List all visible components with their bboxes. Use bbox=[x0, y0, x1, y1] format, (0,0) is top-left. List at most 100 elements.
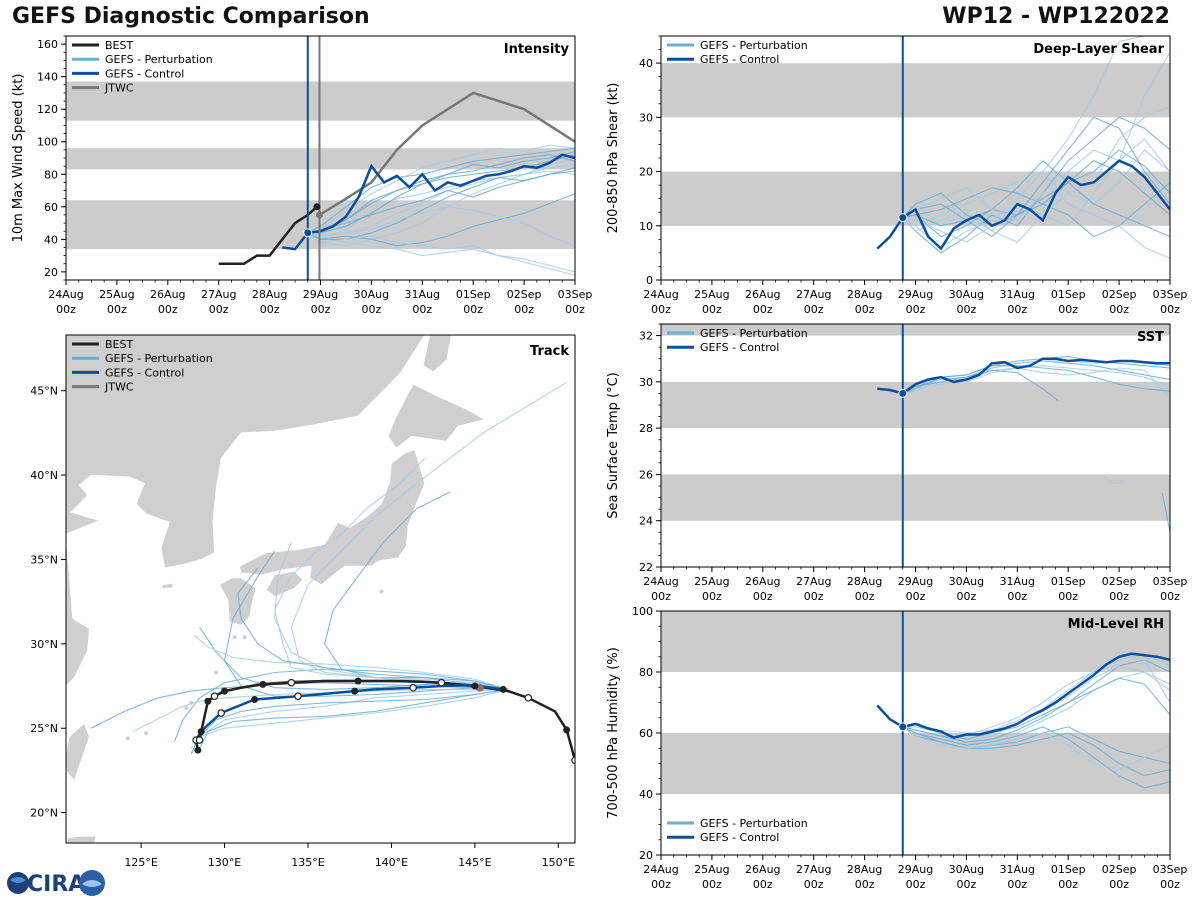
x-tick-label: 31Aug 00z bbox=[1000, 288, 1035, 316]
control-marker-filled bbox=[251, 696, 259, 704]
legend-label: GEFS - Control bbox=[700, 53, 779, 66]
y-tick-label: 24 bbox=[639, 515, 653, 528]
x-tick-label: 31Aug 00z bbox=[1000, 863, 1035, 891]
x-tick-label: 24Aug 00z bbox=[48, 288, 83, 316]
x-tick-label: 27Aug 00z bbox=[796, 863, 831, 891]
x-tick-date: 28Aug bbox=[847, 863, 882, 876]
y-tick-label: 40 bbox=[639, 57, 653, 70]
perturbation-line bbox=[307, 154, 575, 234]
x-tick-date: 26Aug bbox=[745, 863, 780, 876]
control-line bbox=[876, 159, 1170, 251]
x-tick-label: 25Aug 00z bbox=[99, 288, 134, 316]
x-tick-date: 02Sep bbox=[1102, 288, 1137, 301]
x-tick-hour: 00z bbox=[1160, 878, 1180, 891]
chart-shear: 0 10 20 30 40 24Aug 00z 25Aug 00z 26Aug 00z 27Aug 00… bbox=[606, 35, 1187, 316]
legend-label: BEST bbox=[105, 39, 133, 52]
legend-label: GEFS - Perturbation bbox=[105, 352, 213, 365]
x-tick-hour: 00z bbox=[906, 590, 926, 603]
plot-area bbox=[876, 36, 1170, 259]
x-tick-label: 29Aug 00z bbox=[898, 288, 933, 316]
y-tick-label: 80 bbox=[44, 168, 58, 181]
island-shape bbox=[125, 736, 130, 741]
y-tick-label: 20 bbox=[639, 849, 653, 862]
perturbation-track bbox=[223, 550, 509, 697]
x-tick-date: 02Sep bbox=[507, 288, 542, 301]
island-shape bbox=[379, 589, 384, 594]
x-tick-hour: 00z bbox=[702, 878, 722, 891]
perturbation-line bbox=[902, 367, 1170, 399]
x-tick-date: 29Aug bbox=[303, 288, 338, 301]
perturbation-line bbox=[307, 206, 575, 247]
x-tick-date: 28Aug bbox=[847, 288, 882, 301]
x-tick-date: 29Aug bbox=[898, 575, 933, 588]
lon-tick-label: 125°E bbox=[124, 856, 157, 869]
x-tick-label: 28Aug 00z bbox=[847, 288, 882, 316]
perturbation-line bbox=[902, 726, 1170, 771]
x-tick-hour: 00z bbox=[855, 590, 875, 603]
y-axis-label: 200-850 hPa Shear (kt) bbox=[606, 83, 621, 234]
x-tick-label: 27Aug 00z bbox=[201, 288, 236, 316]
perturbation-line bbox=[902, 181, 1170, 238]
x-tick-label: 25Aug 00z bbox=[694, 863, 729, 891]
perturbation-track bbox=[173, 668, 509, 742]
x-tick-hour: 00z bbox=[702, 303, 722, 316]
y-axis-label: 700-500 hPa Humidity (%) bbox=[606, 647, 621, 819]
x-tick-date: 29Aug bbox=[898, 288, 933, 301]
y-tick-label: 22 bbox=[639, 561, 653, 574]
land-shape bbox=[239, 449, 426, 586]
map-area bbox=[66, 335, 575, 843]
perturbation-line bbox=[307, 232, 575, 276]
best-marker-filled bbox=[471, 682, 479, 690]
perturbation-line bbox=[902, 105, 1170, 243]
perturbation-track bbox=[132, 688, 509, 733]
x-tick-label: 02Sep 00z bbox=[1102, 863, 1137, 891]
perturbation-line bbox=[902, 159, 1170, 238]
x-tick-label: 26Aug 00z bbox=[150, 288, 185, 316]
x-tick-date: 24Aug bbox=[643, 288, 678, 301]
x-tick-label: 28Aug 00z bbox=[847, 575, 882, 603]
x-tick-date: 25Aug bbox=[99, 288, 134, 301]
x-tick-date: 31Aug bbox=[1000, 575, 1035, 588]
x-tick-label: 28Aug 00z bbox=[847, 863, 882, 891]
x-tick-label: 24Aug 00z bbox=[643, 575, 678, 603]
perturbation-line bbox=[307, 157, 575, 247]
threshold-band bbox=[66, 148, 575, 170]
x-tick-label: 26Aug 00z bbox=[745, 863, 780, 891]
x-tick-date: 26Aug bbox=[150, 288, 185, 301]
x-tick-date: 30Aug bbox=[354, 288, 389, 301]
best-marker-filled bbox=[194, 746, 202, 754]
globe-swirl bbox=[10, 877, 26, 883]
threshold-band bbox=[661, 474, 1170, 521]
x-tick-hour: 00z bbox=[651, 303, 671, 316]
y-tick-label: 80 bbox=[639, 666, 653, 679]
x-tick-hour: 00z bbox=[362, 303, 382, 316]
x-tick-label: 02Sep 00z bbox=[1102, 288, 1137, 316]
control-marker-filled bbox=[499, 685, 507, 693]
panel-title: Track bbox=[530, 344, 569, 359]
x-tick-label: 01Sep 00z bbox=[1051, 863, 1086, 891]
y-tick-label: 60 bbox=[44, 201, 58, 214]
y-tick-label: 20 bbox=[639, 166, 653, 179]
x-tick-label: 03Sep 00z bbox=[558, 288, 593, 316]
x-tick-hour: 00z bbox=[209, 303, 229, 316]
land-shape bbox=[160, 582, 174, 589]
x-tick-label: 01Sep 00z bbox=[1051, 575, 1086, 603]
x-tick-date: 03Sep bbox=[558, 288, 593, 301]
threshold-band bbox=[661, 611, 1170, 672]
control-marker-open bbox=[409, 683, 417, 692]
land-shape bbox=[66, 335, 426, 569]
best-marker-open bbox=[524, 694, 533, 702]
land-shape bbox=[218, 577, 257, 626]
y-tick-label: 30 bbox=[639, 376, 653, 389]
x-tick-label: 30Aug 00z bbox=[949, 575, 984, 603]
x-tick-hour: 00z bbox=[565, 303, 585, 316]
perturbation-track bbox=[324, 491, 509, 690]
control-marker-open bbox=[217, 709, 226, 717]
x-tick-label: 29Aug 00z bbox=[303, 288, 338, 316]
panel-title: Mid-Level RH bbox=[1068, 617, 1164, 632]
x-tick-hour: 00z bbox=[855, 303, 875, 316]
island-shape bbox=[242, 635, 247, 640]
legend-label: BEST bbox=[105, 338, 133, 351]
